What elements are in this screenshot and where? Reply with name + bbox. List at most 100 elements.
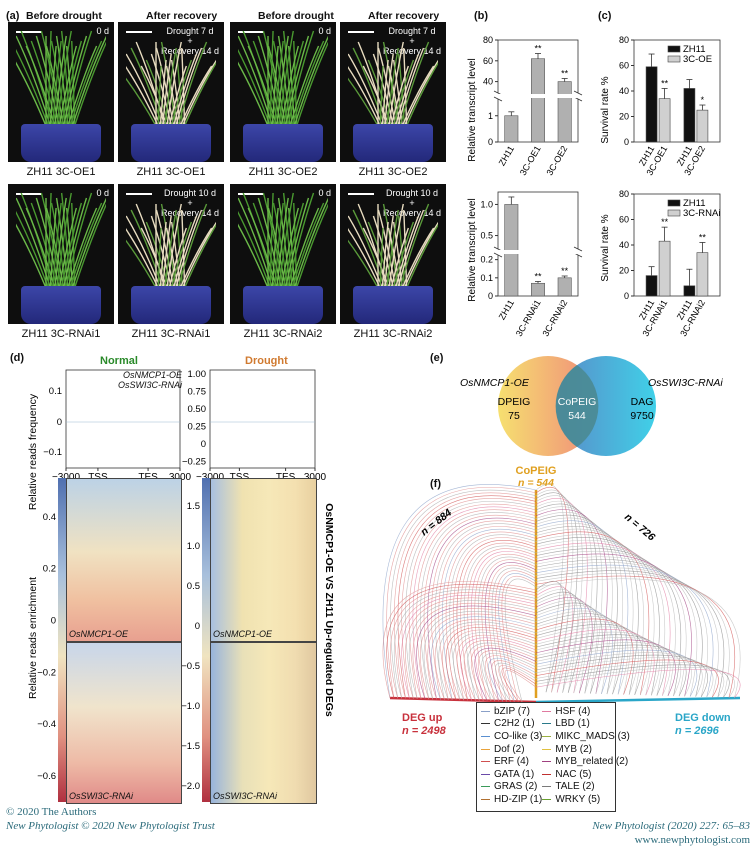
arc	[412, 506, 537, 699]
arc	[412, 602, 537, 700]
b-bottom-ylabel: Relative transcript level	[467, 198, 478, 301]
pot-icon	[131, 124, 211, 162]
header-after-2: After recovery	[368, 10, 440, 22]
cbar-tick: 0.5	[187, 581, 200, 592]
arc	[438, 526, 537, 700]
arc	[535, 662, 725, 698]
photo-caption: ZH11 3C-RNAi2	[243, 328, 323, 340]
panel-c-label: (c)	[598, 10, 612, 22]
photo-tag: 0 d	[318, 188, 331, 198]
arc	[401, 594, 537, 699]
freq-ylabel: Relative reads frequency	[27, 393, 39, 510]
y-tick-label: 60	[619, 61, 629, 71]
tf-label: HD-ZIP (1)	[494, 793, 543, 805]
arc	[535, 517, 623, 695]
y-tick-label: 0.25	[188, 422, 207, 433]
wilted-plant-icon	[348, 203, 438, 288]
arc	[535, 539, 666, 696]
c-bottom-ylabel: Survival rate %	[600, 214, 611, 281]
pot-icon	[21, 286, 101, 324]
arc	[484, 562, 537, 702]
wilted-plant-icon	[348, 41, 438, 126]
arc	[491, 567, 537, 702]
bar	[557, 81, 572, 143]
cbar-tick: −2.0	[181, 781, 200, 792]
y-tick-label: 0	[57, 417, 62, 428]
x-tick-label: 3C-OE1	[518, 144, 543, 177]
arc	[535, 559, 703, 697]
photo-tag: Drought 10 d + Recovery 14 d	[160, 188, 219, 218]
arc	[390, 586, 537, 699]
photo-1-1: Drought 10 d + Recovery 14 d	[118, 184, 224, 324]
header-after-1: After recovery	[146, 10, 218, 22]
wilted-plant-icon	[126, 203, 216, 288]
tf-legend-item: WRKY (5)	[542, 793, 629, 806]
heatmap-drought-oe: OsNMCP1-OE	[210, 478, 317, 642]
scale-bar	[238, 31, 264, 33]
scale-bar	[126, 31, 152, 33]
arc	[535, 666, 735, 698]
tf-label: GATA (1)	[494, 768, 535, 780]
rice-plant-icon	[238, 192, 328, 288]
legend-oe: OsNMCP1-OE	[123, 370, 183, 380]
y-tick-label: 60	[619, 215, 629, 225]
arc	[535, 520, 629, 695]
photo-tag: Drought 7 d + Recovery 14 d	[160, 26, 219, 56]
tf-label: Dof (2)	[494, 743, 525, 755]
arc	[477, 556, 537, 702]
significance-mark: **	[534, 44, 542, 54]
scale-bar	[16, 31, 42, 33]
x-tick-label: 3C-RNAi2	[540, 298, 569, 338]
y-tick-label: 0.75	[188, 387, 207, 398]
arc	[382, 484, 537, 699]
arc	[386, 486, 537, 699]
significance-mark: **	[534, 271, 542, 281]
photo-1-0: 0 d	[8, 184, 114, 324]
tf-label: MYB_related (2)	[555, 756, 629, 768]
tf-legend-item: ERF (4)	[481, 755, 542, 768]
y-tick-label: 0.1	[49, 386, 62, 397]
tf-label: C2H2 (1)	[494, 718, 535, 730]
arc	[456, 539, 537, 701]
arc	[535, 647, 692, 697]
down-name: DEG down	[675, 712, 731, 724]
top-n: n = 544	[518, 477, 554, 489]
y-tick-label: 1	[488, 111, 493, 121]
pot-icon	[243, 286, 323, 324]
heatmap-normal-rnai: OsSWI3C-RNAi	[66, 642, 182, 804]
heat-label-drought-rnai: OsSWI3C-RNAi	[213, 791, 278, 801]
venn-left-name: DPEIG	[498, 396, 531, 408]
arc	[474, 647, 537, 702]
arc	[535, 492, 578, 693]
tf-swatch	[542, 761, 552, 763]
legend-label: ZH11	[683, 198, 706, 209]
legend-label: 3C-OE	[683, 54, 712, 65]
arc	[434, 619, 537, 700]
bar	[504, 115, 519, 143]
arc	[535, 664, 730, 698]
x-tick-label: TSS	[88, 472, 108, 483]
deg-up-axis	[389, 696, 537, 704]
arc	[535, 649, 698, 697]
profile-frame	[209, 369, 316, 469]
tf-legend-item: HD-ZIP (1)	[481, 793, 542, 806]
bar	[531, 58, 545, 143]
drought-title: Drought	[245, 355, 288, 367]
tf-swatch	[481, 710, 490, 712]
tf-label: bZIP (7)	[494, 705, 530, 717]
pot-icon	[21, 124, 101, 162]
cbar-tick: 0.2	[43, 564, 56, 575]
arc	[423, 514, 537, 700]
tf-label: MIKC_MADS (3)	[555, 730, 630, 742]
chart-b-top: Relative transcript level 80 60 40 1 0 ZH11 **…	[467, 35, 583, 177]
photo-tag: Drought 10 d + Recovery 14 d	[382, 188, 441, 218]
arc	[438, 621, 537, 700]
header-before-2: Before drought	[258, 10, 334, 22]
arc	[474, 553, 537, 701]
arc	[535, 642, 682, 697]
arc	[535, 509, 608, 694]
significance-mark: **	[561, 68, 569, 78]
cbar-tick: 0	[195, 621, 200, 632]
profile-frame	[65, 369, 181, 469]
